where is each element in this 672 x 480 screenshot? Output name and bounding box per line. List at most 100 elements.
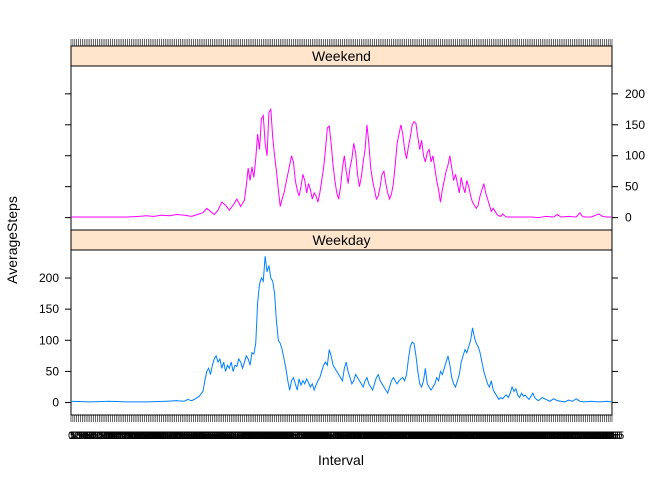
y-tick-label: 50 (625, 180, 639, 194)
x-tick-label: 205 (109, 430, 127, 442)
x-tick-label: 835 (256, 430, 274, 442)
strip-label-weekend: Weekend (312, 48, 371, 64)
panel-weekend: Weekend 0 50 100 150 200 (65, 45, 645, 231)
x-tick-label: 1845 (483, 430, 507, 442)
x-tick-label: 1340 (368, 430, 392, 442)
x-tick-label: 210 (111, 430, 129, 442)
x-tick-label: 1825 (475, 430, 499, 442)
strip-label-weekday: Weekday (312, 232, 370, 248)
x-tick-label: 325 (139, 430, 157, 442)
x-tick-label: 635 (211, 430, 229, 442)
x-tick-label: 2230 (568, 430, 592, 442)
y-tick-label: 100 (625, 149, 645, 163)
x-tick-labels: 0510152025303540455055100105110115120125… (68, 430, 624, 442)
x-tick-label: 1255 (351, 430, 375, 442)
x-tick-label: 35 (78, 430, 90, 442)
x-tick-label: 1615 (426, 430, 450, 442)
x-tick-label: 800 (243, 430, 261, 442)
x-tick-label: 2035 (524, 430, 548, 442)
x-tick-label: 945 (282, 430, 300, 442)
x-tick-label: 940 (280, 430, 298, 442)
x-tick-label: 1910 (492, 430, 516, 442)
x-tick-label: 2015 (517, 430, 541, 442)
x-tick-label: 840 (258, 430, 276, 442)
x-tick-label: 815 (248, 430, 266, 442)
x-tick-label: 255 (128, 430, 146, 442)
x-tick-label: 910 (269, 430, 287, 442)
x-tick-label: 2345 (596, 430, 620, 442)
x-tick-label: 415 (158, 430, 176, 442)
x-tick-label: 355 (150, 430, 168, 442)
x-tick-label: 1115 (314, 430, 337, 442)
x-tick-label: 220 (115, 430, 133, 442)
x-tick-label: 705 (222, 430, 240, 442)
x-tick-label: 330 (141, 430, 159, 442)
x-tick-label: 1455 (396, 430, 420, 442)
x-tick-label: 615 (203, 430, 221, 442)
x-tick-label: 1920 (496, 430, 520, 442)
x-tick-label: 1400 (375, 430, 399, 442)
x-tick-label: 2115 (540, 430, 564, 442)
x-tick-label: 1600 (421, 430, 445, 442)
x-tick-label: 2045 (528, 430, 552, 442)
x-tick-label: 500 (175, 430, 193, 442)
x-tick-label: 1750 (462, 430, 486, 442)
top-axis-ticks (70, 39, 613, 46)
x-tick-label: 455 (173, 430, 191, 442)
x-tick-label: 1625 (430, 430, 454, 442)
x-tick-label: 1820 (473, 430, 497, 442)
x-tick-label: 345 (147, 430, 165, 442)
x-tick-label: 15 (71, 430, 83, 442)
x-tick-label: 435 (166, 430, 184, 442)
x-tick-label: 2020 (519, 430, 543, 442)
x-tick-label: 1305 (355, 430, 379, 442)
y-tick-label: 0 (52, 396, 59, 410)
x-tick-label: 1510 (402, 430, 426, 442)
x-tick-label: 405 (154, 430, 172, 442)
x-tick-label: 1800 (466, 430, 490, 442)
y-tick-label: 150 (39, 302, 59, 316)
x-tick-label: 1035 (298, 430, 322, 442)
x-tick-label: 1740 (458, 430, 482, 442)
x-tick-label: 2320 (587, 430, 611, 442)
x-tick-label: 2315 (585, 430, 609, 442)
x-tick-label: 1420 (383, 430, 407, 442)
x-tick-label: 440 (167, 430, 185, 442)
x-tick-label: 400 (152, 430, 170, 442)
x-tick-label: 1430 (387, 430, 411, 442)
x-tick-label: 1450 (394, 430, 418, 442)
x-tick-label: 240 (122, 430, 140, 442)
x-tick-label: 1720 (451, 430, 475, 442)
x-tick-label: 335 (143, 430, 161, 442)
x-tick-label: 1905 (490, 430, 514, 442)
x-tick-label: 225 (116, 430, 134, 442)
x-tick-label: 1745 (460, 430, 484, 442)
x-tick-label: 2010 (515, 430, 539, 442)
x-tick-label: 1850 (485, 430, 509, 442)
x-tick-label: 2215 (562, 430, 586, 442)
bottom-axis-ticks (70, 415, 613, 422)
x-tick-label: 620 (205, 430, 223, 442)
x-tick-label: 250 (126, 430, 144, 442)
y-tick-label: 200 (625, 87, 645, 101)
x-tick-label: 55 (86, 430, 98, 442)
x-tick-label: 1710 (447, 430, 471, 442)
x-tick-label: 1435 (389, 430, 413, 442)
x-tick-label: 810 (247, 430, 265, 442)
y-axis-title: AverageSteps (4, 196, 20, 284)
x-tick-label: 2055 (532, 430, 556, 442)
x-tick-label: 2325 (588, 430, 612, 442)
x-tick-label: 1235 (343, 430, 367, 442)
x-tick-label: 930 (277, 430, 295, 442)
x-tick-label: 150 (103, 430, 121, 442)
x-tick-label: 105 (86, 430, 104, 442)
x-tick-label: 145 (101, 430, 119, 442)
x-tick-label: 1135 (321, 430, 345, 442)
x-tick-label: 1725 (453, 430, 477, 442)
x-tick-label: 350 (149, 430, 167, 442)
x-tick-label: 1640 (436, 430, 460, 442)
x-tick-label: 1620 (428, 430, 452, 442)
x-tick-label: 1220 (338, 430, 362, 442)
x-tick-label: 1840 (481, 430, 505, 442)
x-tick-label: 700 (220, 430, 238, 442)
